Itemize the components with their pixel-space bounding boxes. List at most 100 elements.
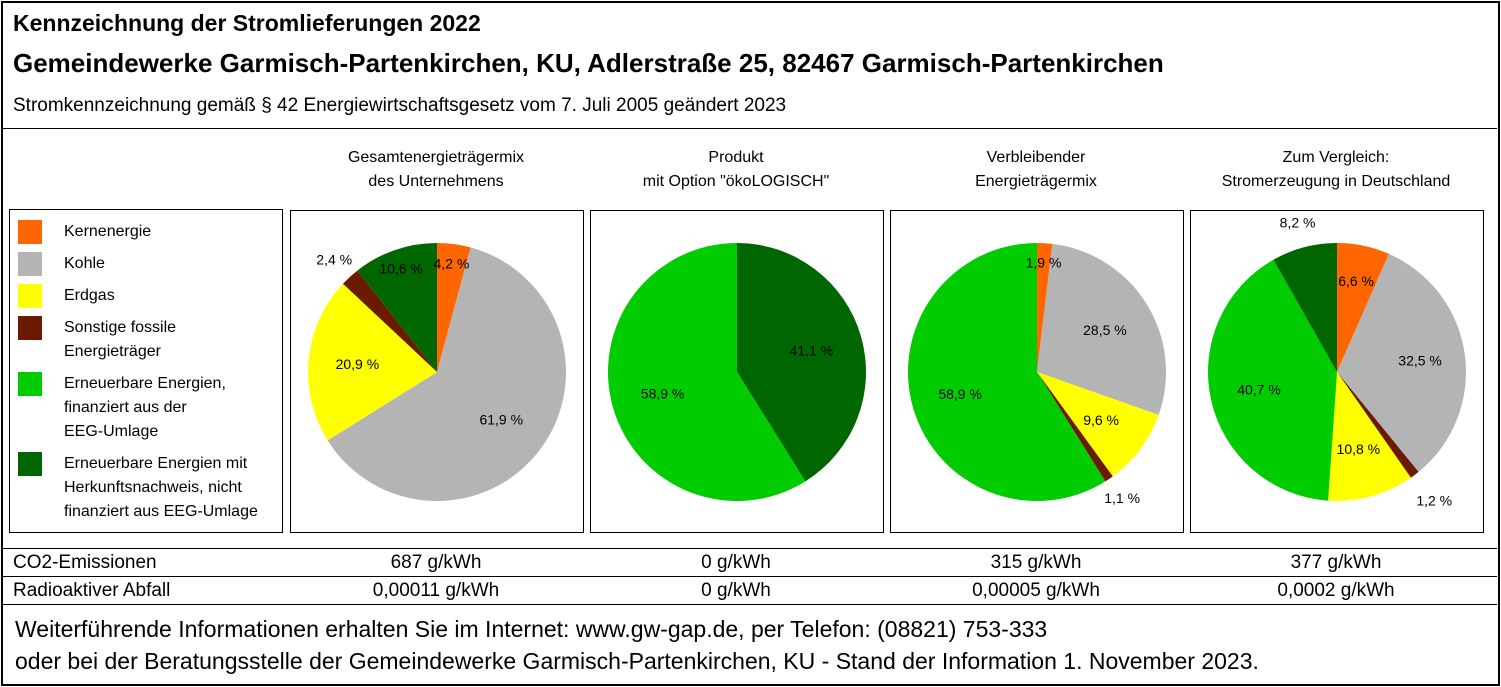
company-address: Gemeindewerke Garmisch-Partenkirchen, KU… xyxy=(13,48,1164,78)
divider-footer xyxy=(2,604,1497,605)
co2-value: 0 g/kWh xyxy=(701,552,771,573)
chart-title-line: Verbleibender xyxy=(986,149,1086,166)
row-label-co2: CO2-Emissionen xyxy=(13,552,157,573)
pie-svg: 1,9 % 28,5 % 9,6 % 1,1 % 58,9 % xyxy=(908,243,1166,506)
legend-swatch xyxy=(18,220,42,244)
pie-slice xyxy=(1328,372,1411,501)
divider-table-top xyxy=(2,548,1497,549)
legend-item: Erdgas xyxy=(18,284,115,308)
pie-data-label: 9,6 % xyxy=(1083,412,1119,428)
pie-data-label: 10,8 % xyxy=(1337,441,1381,457)
pie-slice xyxy=(1037,372,1113,482)
legend-label: Kohle xyxy=(64,255,105,272)
legend-label: finanziert aus EEG-Umlage xyxy=(64,503,258,520)
pie-data-label: 1,2 % xyxy=(1416,493,1452,509)
page-title: Kennzeichnung der Stromlieferungen 2022 xyxy=(13,10,481,36)
chart-title-company-mix: Gesamtenergieträgermix des Unternehmens xyxy=(290,146,582,194)
chart-title-line: mit Option "ökoLOGISCH" xyxy=(642,173,830,190)
pie-chart-product: 41,1 % 58,9 % xyxy=(590,210,884,533)
pie-slice xyxy=(608,243,806,501)
legend-label: Erdgas xyxy=(64,287,115,304)
legend-swatch xyxy=(18,316,42,340)
pie-svg: 6,6 % 32,5 % 1,2 % 10,8 % 40,7 % 8,2 % xyxy=(1208,214,1466,509)
pie-slice xyxy=(327,247,566,501)
footer-info-line: oder bei der Beratungsstelle der Gemeind… xyxy=(15,648,1259,674)
pie-data-label: 61,9 % xyxy=(479,412,523,428)
legend-item: Kernenergie xyxy=(18,220,151,244)
pie-data-label: 8,2 % xyxy=(1280,214,1316,230)
pie-slice xyxy=(1273,243,1337,372)
pie-data-label: 58,9 % xyxy=(938,386,982,402)
pie-slice xyxy=(437,243,471,372)
pie-data-label: 2,4 % xyxy=(316,252,352,268)
pie-svg: 41,1 % 58,9 % xyxy=(608,243,866,501)
chart-title-remaining-mix: Verbleibender Energieträgermix xyxy=(890,146,1182,194)
row-label-radioactive-waste: Radioaktiver Abfall xyxy=(13,580,171,601)
pie-data-label: 32,5 % xyxy=(1398,353,1442,369)
legend-label: Sonstige fossile xyxy=(64,319,177,336)
legend-item: Sonstige fossile Energieträger xyxy=(18,316,176,364)
chart-title-germany: Zum Vergleich: Stromerzeugung in Deutsch… xyxy=(1190,146,1482,194)
pie-data-label: 58,9 % xyxy=(641,385,685,401)
waste-value: 0,00005 g/kWh xyxy=(972,580,1100,601)
waste-value: 0,00011 g/kWh xyxy=(372,580,500,601)
chart-title-line: Energieträgermix xyxy=(975,173,1097,190)
legend-label: Kernenergie xyxy=(64,223,152,240)
pie-slice xyxy=(308,283,437,441)
legend-label: Herkunftsnachweis, nicht xyxy=(64,479,242,496)
pie-data-label: 40,7 % xyxy=(1237,382,1281,398)
pie-slice xyxy=(1037,372,1159,477)
waste-value: 0,0002 g/kWh xyxy=(1277,580,1395,601)
pie-data-label: 41,1 % xyxy=(790,343,834,359)
legend: Kernenergie Kohle Erdgas Sonstige fossil… xyxy=(9,209,283,533)
legend-item: Erneuerbare Energien, finanziert aus der… xyxy=(18,372,226,444)
co2-value: 315 g/kWh xyxy=(990,552,1082,573)
pie-data-label: 1,1 % xyxy=(1104,490,1140,506)
legend-label: Erneuerbare Energien, xyxy=(64,375,226,392)
pie-data-label: 1,9 % xyxy=(1026,255,1062,271)
pie-data-label: 4,2 % xyxy=(434,255,470,271)
chart-title-line: Produkt xyxy=(708,149,764,166)
footer-info-line: Weiterführende Informationen erhalten Si… xyxy=(15,616,1048,642)
pie-slice xyxy=(737,243,866,482)
chart-title-line: Stromerzeugung in Deutschland xyxy=(1221,173,1451,190)
pie-data-label: 20,9 % xyxy=(336,356,380,372)
pie-svg: 4,2 % 61,9 % 20,9 % 2,4 % 10,6 % xyxy=(308,243,566,501)
legend-item: Kohle xyxy=(18,252,105,276)
co2-value: 377 g/kWh xyxy=(1290,552,1382,573)
co2-value: 687 g/kWh xyxy=(390,552,482,573)
pie-slice xyxy=(1337,253,1466,472)
pie-slice xyxy=(1337,372,1419,478)
pie-slice xyxy=(342,270,437,372)
pie-slice xyxy=(357,243,437,372)
legend-label: EEG-Umlage xyxy=(64,423,159,440)
legend-swatch xyxy=(18,372,42,396)
pie-data-label: 6,6 % xyxy=(1338,273,1374,289)
divider-table-mid xyxy=(2,576,1497,577)
pie-chart-company-mix: 4,2 % 61,9 % 20,9 % 2,4 % 10,6 % xyxy=(290,210,584,533)
legend-label: Energieträger xyxy=(64,343,161,360)
chart-title-line: Gesamtenergieträgermix xyxy=(347,149,525,166)
legend-swatch xyxy=(18,252,42,276)
chart-title-line: Zum Vergleich: xyxy=(1282,149,1390,166)
pie-slice xyxy=(1337,243,1389,372)
pie-chart-remaining-mix: 1,9 % 28,5 % 9,6 % 1,1 % 58,9 % xyxy=(890,210,1184,533)
chart-title-product: Produkt mit Option "ökoLOGISCH" xyxy=(590,146,882,194)
waste-value: 0 g/kWh xyxy=(701,580,771,601)
pie-data-label: 28,5 % xyxy=(1083,322,1127,338)
pie-chart-germany: 6,6 % 32,5 % 1,2 % 10,8 % 40,7 % 8,2 % xyxy=(1190,210,1484,533)
legend-item: Erneuerbare Energien mit Herkunftsnachwe… xyxy=(18,452,258,524)
divider-header xyxy=(2,128,1497,129)
pie-data-label: 10,6 % xyxy=(379,260,423,276)
legend-swatch xyxy=(18,452,42,476)
legend-label: Erneuerbare Energien mit xyxy=(64,455,248,472)
chart-title-line: des Unternehmens xyxy=(368,173,504,190)
pie-slice xyxy=(1037,243,1166,415)
legal-basis: Stromkennzeichnung gemäß § 42 Energiewir… xyxy=(13,95,787,116)
pie-slice xyxy=(1037,243,1053,372)
legend-swatch xyxy=(18,284,42,308)
pie-slice xyxy=(908,243,1106,501)
legend-label: finanziert aus der xyxy=(64,399,187,416)
pie-slice xyxy=(1208,259,1337,501)
